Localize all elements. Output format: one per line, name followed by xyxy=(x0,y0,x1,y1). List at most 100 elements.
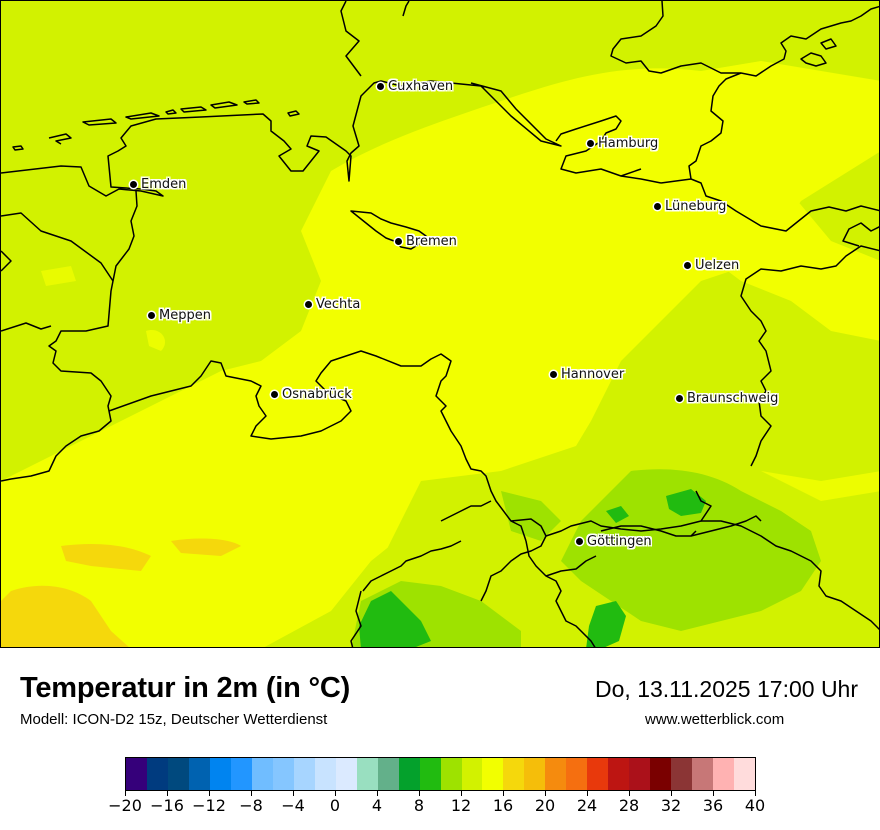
colorbar-tick-label: 4 xyxy=(371,796,383,815)
colorbar-tick xyxy=(503,791,504,796)
city-label: Braunschweig xyxy=(687,391,779,406)
temperature-map[interactable]: Cuxhaven Hamburg Emden Lüneburg Bremen Uelzen… xyxy=(0,0,880,648)
colorbar-tick-label: 28 xyxy=(618,796,640,815)
colorbar-bin xyxy=(377,758,399,790)
city-label: Lüneburg xyxy=(665,199,727,214)
colorbar-tick-label: −20 xyxy=(108,796,142,815)
city-dot-icon xyxy=(550,371,557,378)
city-marker: Braunschweig xyxy=(676,392,778,405)
colorbar-tick xyxy=(671,791,672,796)
city-marker: Emden xyxy=(130,178,186,191)
city-label: Emden xyxy=(141,177,187,192)
city-marker: Hamburg xyxy=(587,137,658,150)
colorbar-tick-label: 0 xyxy=(329,796,341,815)
colorbar-tick xyxy=(629,791,630,796)
city-label: Hamburg xyxy=(598,136,659,151)
colorbar-bin xyxy=(503,758,525,790)
model-source: Modell: ICON-D2 15z, Deutscher Wetterdie… xyxy=(20,711,328,728)
colorbar-bin xyxy=(587,758,609,790)
colorbar-tick-label: −8 xyxy=(239,796,263,815)
colorbar-bin xyxy=(126,758,147,790)
colorbar-bin xyxy=(188,758,210,790)
city-marker: Lüneburg xyxy=(654,200,726,213)
colorbar-tick xyxy=(377,791,378,796)
city-dot-icon xyxy=(676,395,683,402)
colorbar-bin xyxy=(230,758,252,790)
colorbar-bin xyxy=(146,758,168,790)
colorbar-tick xyxy=(209,791,210,796)
temperature-colorbar xyxy=(125,757,756,791)
colorbar-tick xyxy=(251,791,252,796)
city-marker: Vechta xyxy=(305,298,360,311)
colorbar-bin xyxy=(482,758,504,790)
city-marker: Uelzen xyxy=(684,259,739,272)
city-marker: Osnabrück xyxy=(271,388,352,401)
colorbar-bin xyxy=(419,758,441,790)
colorbar-bin xyxy=(440,758,462,790)
colorbar-bin xyxy=(356,758,378,790)
city-label: Osnabrück xyxy=(282,387,352,402)
forecast-datetime: Do, 13.11.2025 17:00 Uhr xyxy=(595,676,858,702)
city-dot-icon xyxy=(684,262,691,269)
city-marker: Hannover xyxy=(550,368,624,381)
colorbar-bin xyxy=(293,758,315,790)
colorbar-tick xyxy=(713,791,714,796)
colorbar-tick-label: −16 xyxy=(150,796,184,815)
colorbar-tick-label: −12 xyxy=(192,796,226,815)
website-link[interactable]: www.wetterblick.com xyxy=(645,711,785,728)
city-dot-icon xyxy=(587,140,594,147)
colorbar-bin xyxy=(272,758,294,790)
city-dot-icon xyxy=(654,203,661,210)
colorbar-tick xyxy=(167,791,168,796)
city-dot-icon xyxy=(271,391,278,398)
city-marker: Göttingen xyxy=(576,535,652,548)
colorbar-tick-label: 40 xyxy=(744,796,766,815)
city-label: Uelzen xyxy=(695,258,740,273)
city-label: Cuxhaven xyxy=(388,79,454,94)
city-marker: Bremen xyxy=(395,235,457,248)
colorbar-bin xyxy=(692,758,714,790)
city-label: Vechta xyxy=(316,297,361,312)
colorbar-bin xyxy=(314,758,336,790)
colorbar-bin xyxy=(566,758,588,790)
colorbar-tick xyxy=(335,791,336,796)
colorbar-tick xyxy=(293,791,294,796)
colorbar-tick-label: 16 xyxy=(492,796,514,815)
city-dot-icon xyxy=(395,238,402,245)
colorbar-tick-label: 12 xyxy=(450,796,472,815)
colorbar-bin xyxy=(608,758,630,790)
colorbar-tick-label: 36 xyxy=(702,796,724,815)
colorbar-bin xyxy=(398,758,420,790)
colorbar-tick-label: −4 xyxy=(281,796,305,815)
city-dot-icon xyxy=(377,83,384,90)
city-dot-icon xyxy=(576,538,583,545)
colorbar-bin xyxy=(335,758,357,790)
colorbar-tick-label: 8 xyxy=(413,796,425,815)
city-label: Göttingen xyxy=(587,534,652,549)
borders-coastlines xyxy=(1,1,879,647)
colorbar-bin xyxy=(713,758,735,790)
city-marker: Cuxhaven xyxy=(377,80,453,93)
colorbar-bin xyxy=(629,758,651,790)
colorbar-ticks: −20 −16 −12 −8 −4 0 4 8 12 16 20 24 28 32 36 40 xyxy=(108,791,765,821)
colorbar-bin xyxy=(167,758,189,790)
city-label: Hannover xyxy=(561,367,625,382)
city-dot-icon xyxy=(148,312,155,319)
colorbar-tick xyxy=(545,791,546,796)
colorbar-tick-label: 32 xyxy=(660,796,682,815)
colorbar-tick-label: 24 xyxy=(576,796,598,815)
colorbar-tick xyxy=(461,791,462,796)
colorbar-bin xyxy=(734,758,756,790)
colorbar-bin xyxy=(545,758,567,790)
colorbar-tick xyxy=(755,791,756,796)
colorbar-bin xyxy=(209,758,231,790)
colorbar-bin xyxy=(671,758,693,790)
city-label: Meppen xyxy=(159,308,211,323)
city-label: Bremen xyxy=(406,234,457,249)
map-title: Temperatur in 2m (in °C) xyxy=(20,672,351,704)
colorbar-tick xyxy=(419,791,420,796)
colorbar-bin xyxy=(251,758,273,790)
city-dot-icon xyxy=(130,181,137,188)
colorbar-bin xyxy=(524,758,546,790)
colorbar-tick xyxy=(587,791,588,796)
